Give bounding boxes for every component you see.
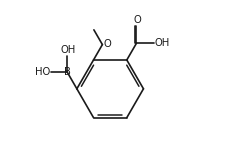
Text: B: B [64,67,71,77]
Text: OH: OH [155,38,170,48]
Text: O: O [133,15,141,25]
Text: O: O [103,39,111,49]
Text: OH: OH [60,45,75,55]
Text: HO: HO [35,67,50,77]
